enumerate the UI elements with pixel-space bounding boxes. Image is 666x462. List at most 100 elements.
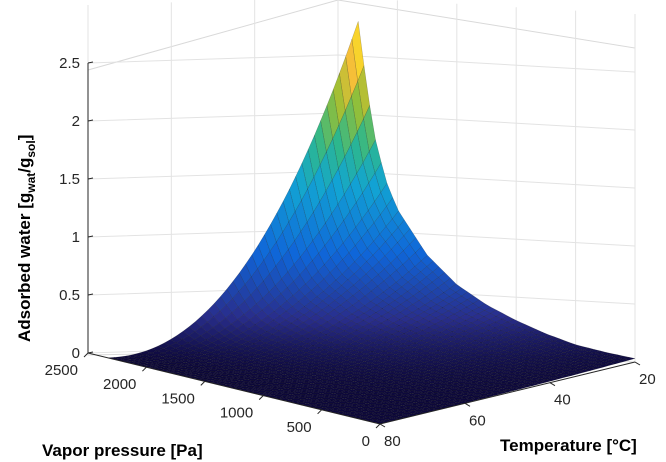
surface-cell [366, 337, 381, 344]
surface-cell [317, 349, 331, 355]
surface-cell [231, 369, 244, 373]
surface-cell [455, 287, 469, 297]
surface-cell [570, 344, 584, 349]
surface-cell [303, 393, 316, 397]
surface-cell [506, 324, 520, 331]
surface-cell [457, 372, 471, 376]
surface-cell [365, 382, 379, 386]
surface-cell [408, 376, 422, 381]
surface-cell [294, 380, 307, 384]
surface-cell [428, 323, 442, 331]
surface-cell [460, 355, 474, 360]
surface-cell [440, 394, 453, 398]
surface-cell [144, 352, 158, 357]
surface-cell [395, 347, 409, 353]
surface-cell [413, 408, 426, 413]
surface-cell [502, 355, 516, 360]
surface-cell [267, 390, 280, 394]
surface-cell [543, 362, 556, 366]
x-axis-ticks: 0 500 1000 1500 2000 2500 [45, 352, 381, 450]
surface-cell [263, 384, 276, 388]
surface-cell [415, 372, 429, 376]
surface-cell [267, 311, 281, 321]
surface-cell [284, 394, 297, 398]
x-tick-label: 0 [362, 433, 370, 450]
surface-cell [457, 375, 470, 379]
surface-cell [478, 303, 492, 311]
surface-cell [512, 327, 526, 333]
surface-cell [471, 358, 486, 363]
surface-cell [426, 377, 439, 381]
surface-cell [233, 382, 246, 386]
surface-cell [361, 210, 375, 231]
y-axis-label: Temperature [°C] [500, 436, 637, 455]
axis-lines [87, 63, 636, 425]
surface-cell [278, 326, 292, 334]
surface-cell [216, 378, 229, 382]
surface-cell [565, 372, 578, 376]
surface-cell [366, 379, 379, 383]
surface-cell [497, 350, 511, 355]
surface-cell [206, 327, 220, 337]
surface-cell [248, 370, 261, 374]
z-axis-ticks: 0 0.5 1 1.5 2 2.5 [59, 55, 94, 362]
surface-cell [186, 350, 200, 355]
surface-cell [308, 397, 321, 401]
surface-cell [541, 373, 554, 378]
surface-cell [202, 365, 215, 369]
surface-cell [288, 379, 301, 383]
surface-cell [325, 373, 339, 377]
surface-cell [351, 21, 365, 83]
surface-cell [460, 306, 473, 315]
surface-cell [370, 388, 383, 392]
surface-cell [332, 394, 346, 398]
surface-cell [469, 330, 483, 337]
surface-cell [384, 339, 398, 345]
surface-cell [603, 362, 616, 366]
surface-cell [235, 377, 248, 381]
surface-cell [265, 376, 278, 380]
surface-cell [616, 358, 629, 363]
surface-cell [436, 356, 450, 361]
surface-cell [425, 271, 439, 283]
surface-cell [482, 319, 496, 326]
surface-cell [324, 379, 337, 383]
surface-cell [389, 381, 403, 385]
surface-cell [532, 359, 545, 364]
surface-cell [502, 351, 517, 357]
surface-cell [230, 374, 243, 378]
surface-cell [199, 374, 212, 378]
surface-cell [309, 392, 322, 396]
surface-cell [282, 380, 295, 384]
surface-cell [470, 325, 484, 332]
surface-cell [336, 259, 349, 275]
surface-cell [298, 389, 311, 393]
surface-cell [397, 333, 411, 340]
surface-cell [260, 331, 273, 338]
surface-cell [320, 321, 334, 330]
surface-cell [273, 367, 286, 371]
surface-cell [308, 372, 321, 376]
x-axis-label: Vapor pressure [Pa] [42, 441, 203, 460]
surface-cell [246, 343, 260, 349]
surface-cell [288, 382, 301, 386]
surface-cell [270, 347, 284, 353]
surface-cell [336, 403, 349, 407]
surface-cell [513, 362, 526, 366]
surface-cell [383, 275, 397, 288]
surface-cell [447, 359, 462, 364]
surface-cell [314, 370, 327, 375]
surface-cell [546, 340, 561, 346]
surface-cell [372, 261, 385, 275]
surface-cell [327, 390, 341, 394]
surface-cell [592, 356, 606, 361]
surface-cell [398, 371, 411, 375]
surface-cell [419, 382, 432, 386]
surface-cell [453, 357, 468, 362]
surface-cell [302, 325, 316, 333]
z-tick-label: 0 [72, 345, 80, 362]
surface-cell [253, 376, 266, 380]
surface-cell [204, 378, 217, 381]
surface-cell [305, 383, 318, 387]
surface-cell [292, 301, 305, 312]
